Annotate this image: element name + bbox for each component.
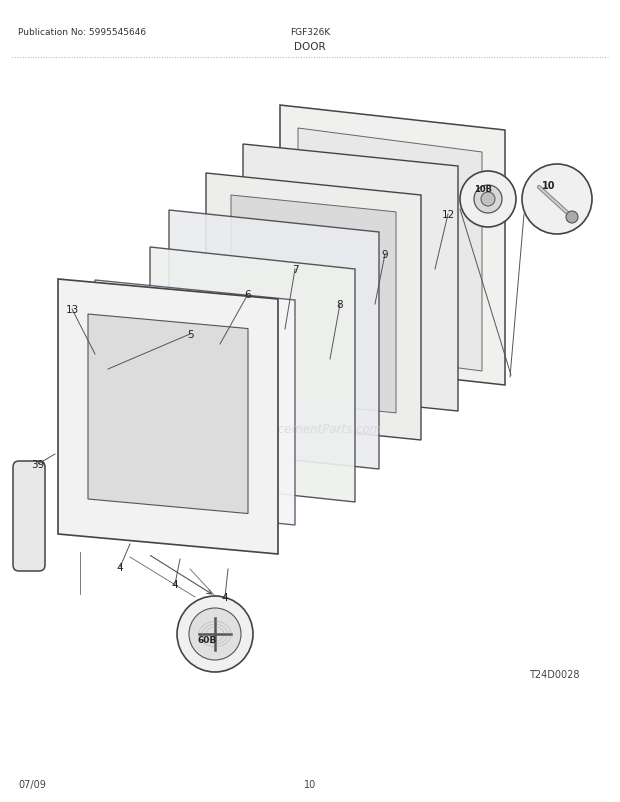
Text: 9: 9	[382, 249, 388, 260]
Polygon shape	[206, 174, 421, 440]
Text: Publication No: 5995545646: Publication No: 5995545646	[18, 28, 146, 37]
Polygon shape	[58, 280, 278, 554]
Text: 10B: 10B	[474, 185, 492, 194]
Polygon shape	[150, 248, 355, 502]
Polygon shape	[298, 129, 482, 371]
Text: DOOR: DOOR	[294, 42, 326, 52]
Text: FGF326K: FGF326K	[290, 28, 330, 37]
FancyBboxPatch shape	[13, 461, 45, 571]
Circle shape	[522, 164, 592, 235]
Text: 4: 4	[172, 579, 179, 589]
Circle shape	[460, 172, 516, 228]
Text: 8: 8	[337, 300, 343, 310]
Polygon shape	[280, 106, 505, 386]
Text: 10: 10	[304, 779, 316, 789]
Text: 13: 13	[65, 305, 79, 314]
Text: 60B: 60B	[197, 636, 216, 645]
Text: 4: 4	[117, 562, 123, 573]
Polygon shape	[95, 281, 295, 525]
Circle shape	[474, 186, 502, 214]
Text: 12: 12	[441, 210, 454, 220]
Polygon shape	[231, 196, 396, 413]
Text: 4: 4	[222, 592, 228, 602]
Circle shape	[481, 192, 495, 207]
Circle shape	[177, 596, 253, 672]
Text: 07/09: 07/09	[18, 779, 46, 789]
Polygon shape	[243, 145, 458, 411]
Text: eReplacementParts.com: eReplacementParts.com	[238, 423, 382, 436]
Polygon shape	[88, 314, 248, 514]
Text: 6: 6	[245, 290, 251, 300]
Circle shape	[189, 608, 241, 660]
Text: T24D0028: T24D0028	[529, 669, 580, 679]
Polygon shape	[169, 211, 379, 469]
Circle shape	[566, 212, 578, 224]
Text: 10: 10	[542, 180, 556, 191]
Text: 5: 5	[187, 330, 193, 339]
Text: 7: 7	[291, 265, 298, 274]
Text: 39: 39	[32, 460, 45, 469]
